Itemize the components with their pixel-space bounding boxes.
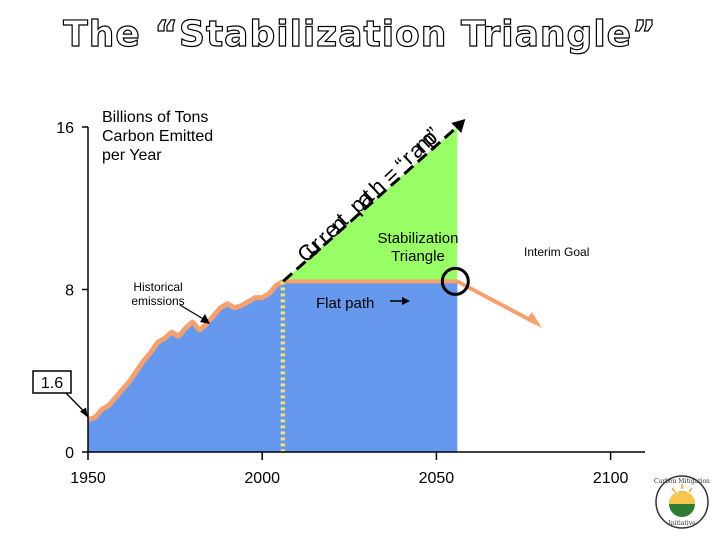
y-tick-label: 8 xyxy=(65,283,74,300)
callout-box xyxy=(32,370,72,394)
y-tick-label: 0 xyxy=(65,445,74,462)
ramp-arrowhead xyxy=(451,119,466,133)
x-tick-label: 2050 xyxy=(419,470,455,487)
x-tick-label: 2000 xyxy=(244,470,280,487)
carbon-mitigation-initiative-logo: Carbon Mitigation Initiative xyxy=(654,474,710,530)
flat-path-label: Flat path xyxy=(316,295,375,312)
y-axis-label: Billions of Tons Carbon Emitted per Year xyxy=(102,108,213,165)
y-axis-label-line: Carbon Emitted xyxy=(102,128,214,145)
callout-arrowhead xyxy=(80,407,88,418)
slide-title: The “Stabilization Triangle” xyxy=(63,13,657,55)
historical-emissions-line xyxy=(87,279,285,422)
callout-value: 1.6 xyxy=(41,375,63,392)
historical-label-line: emissions xyxy=(131,294,185,308)
y-tick-label: 16 xyxy=(56,120,74,137)
interim-goal-label: Interim Goal xyxy=(524,245,590,259)
y-axis-label-line: Billions of Tons xyxy=(102,109,209,126)
historical-pointer-head xyxy=(200,314,210,324)
y-axis-label-line: per Year xyxy=(102,147,162,164)
flat-path-arrowhead xyxy=(525,312,542,328)
x-tick-label: 1950 xyxy=(70,470,106,487)
callout-1-6: 1.6 xyxy=(32,370,88,418)
stabilization-triangle-label: Stabilization Triangle xyxy=(358,230,478,266)
triangle-label-line: Triangle xyxy=(391,248,445,265)
logo-text-bottom: Initiative xyxy=(668,520,696,527)
triangle-label-line: Stabilization xyxy=(377,230,459,247)
historical-pointer xyxy=(179,304,206,321)
current-path-ramp-line xyxy=(282,123,461,283)
logo-text-top: Carbon Mitigation xyxy=(654,478,710,485)
x-tick-label: 2100 xyxy=(593,470,629,487)
flat-path-pointer-head xyxy=(402,297,410,305)
historical-emissions-label: Historical emissions xyxy=(118,280,198,308)
flat-path-line xyxy=(283,279,535,324)
flat-path-area xyxy=(88,281,458,452)
logo-emblem-icon xyxy=(655,475,709,529)
interim-goal-marker xyxy=(440,266,470,296)
historical-label-line: Historical xyxy=(133,280,183,294)
